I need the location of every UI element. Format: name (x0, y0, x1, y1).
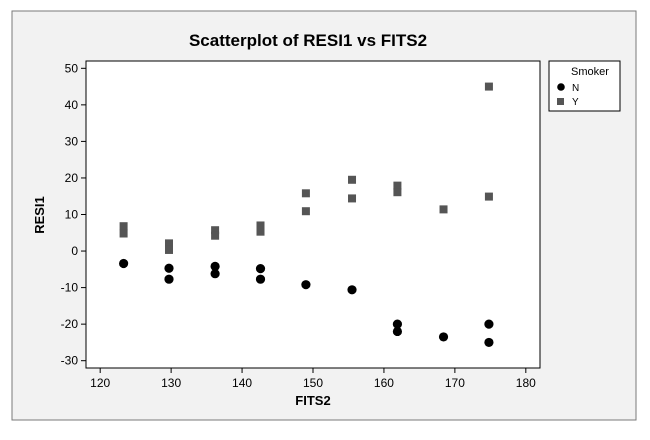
data-point-n (118, 258, 129, 269)
data-point-n (164, 274, 174, 284)
legend-marker-n (557, 83, 565, 91)
x-tick-label: 140 (232, 376, 252, 390)
data-point-n (164, 263, 174, 273)
data-point-y (211, 231, 220, 240)
y-tick-label: -10 (61, 281, 79, 295)
data-point-n (392, 319, 403, 329)
data-point-y (164, 245, 173, 254)
y-tick-label: 30 (65, 134, 79, 148)
x-tick-label: 150 (303, 376, 323, 390)
data-point-y (348, 175, 357, 184)
y-tick-label: 0 (71, 244, 78, 258)
data-point-y (119, 222, 128, 231)
y-tick-label: 40 (65, 98, 79, 112)
data-point-y (256, 221, 265, 230)
data-point-n (255, 274, 266, 284)
data-point-n (484, 337, 494, 348)
y-tick-label: 10 (65, 208, 79, 222)
data-point-y (256, 227, 265, 236)
plot-area (85, 60, 541, 369)
data-point-n (255, 263, 266, 274)
data-point-y (211, 226, 220, 235)
data-point-y (301, 207, 310, 216)
y-tick-label: 20 (65, 171, 79, 185)
data-point-n (484, 319, 494, 329)
x-axis: 120 130 140 150 160 170 180 (90, 368, 536, 390)
legend-marker-y (557, 98, 564, 105)
data-point-y (439, 205, 448, 214)
legend-label-n: N (572, 83, 579, 94)
data-point-n (347, 285, 357, 295)
data-point-n (392, 326, 403, 337)
x-tick-label: 170 (445, 376, 465, 390)
data-point-y (484, 192, 493, 201)
data-point-y (484, 82, 493, 91)
x-tick-label: 130 (161, 376, 181, 390)
legend: Smoker N Y (548, 60, 621, 112)
x-tick-label: 160 (374, 376, 394, 390)
data-point-y (393, 188, 402, 197)
y-axis: -30 -20 -10 0 10 20 30 40 50 (61, 61, 86, 368)
data-point-n (301, 280, 311, 290)
data-point-y (348, 194, 357, 203)
data-point-n (210, 269, 220, 279)
y-tick-label: 50 (65, 61, 79, 75)
y-axis-label: RESI1 (32, 196, 47, 234)
data-point-y (164, 239, 173, 248)
y-tick-label: -20 (61, 317, 79, 331)
data-point-y (301, 189, 310, 198)
legend-title: Smoker (571, 66, 609, 78)
legend-label-y: Y (572, 97, 579, 108)
chart-title: Scatterplot of RESI1 vs FITS2 (189, 31, 427, 50)
data-point-y (119, 229, 128, 238)
x-axis-label: FITS2 (295, 393, 330, 408)
x-tick-label: 120 (90, 376, 110, 390)
data-point-y (393, 181, 402, 190)
y-tick-label: -30 (61, 354, 79, 368)
data-point-n (438, 332, 449, 342)
x-tick-label: 180 (516, 376, 536, 390)
data-points (118, 82, 494, 348)
data-point-n (210, 261, 220, 271)
